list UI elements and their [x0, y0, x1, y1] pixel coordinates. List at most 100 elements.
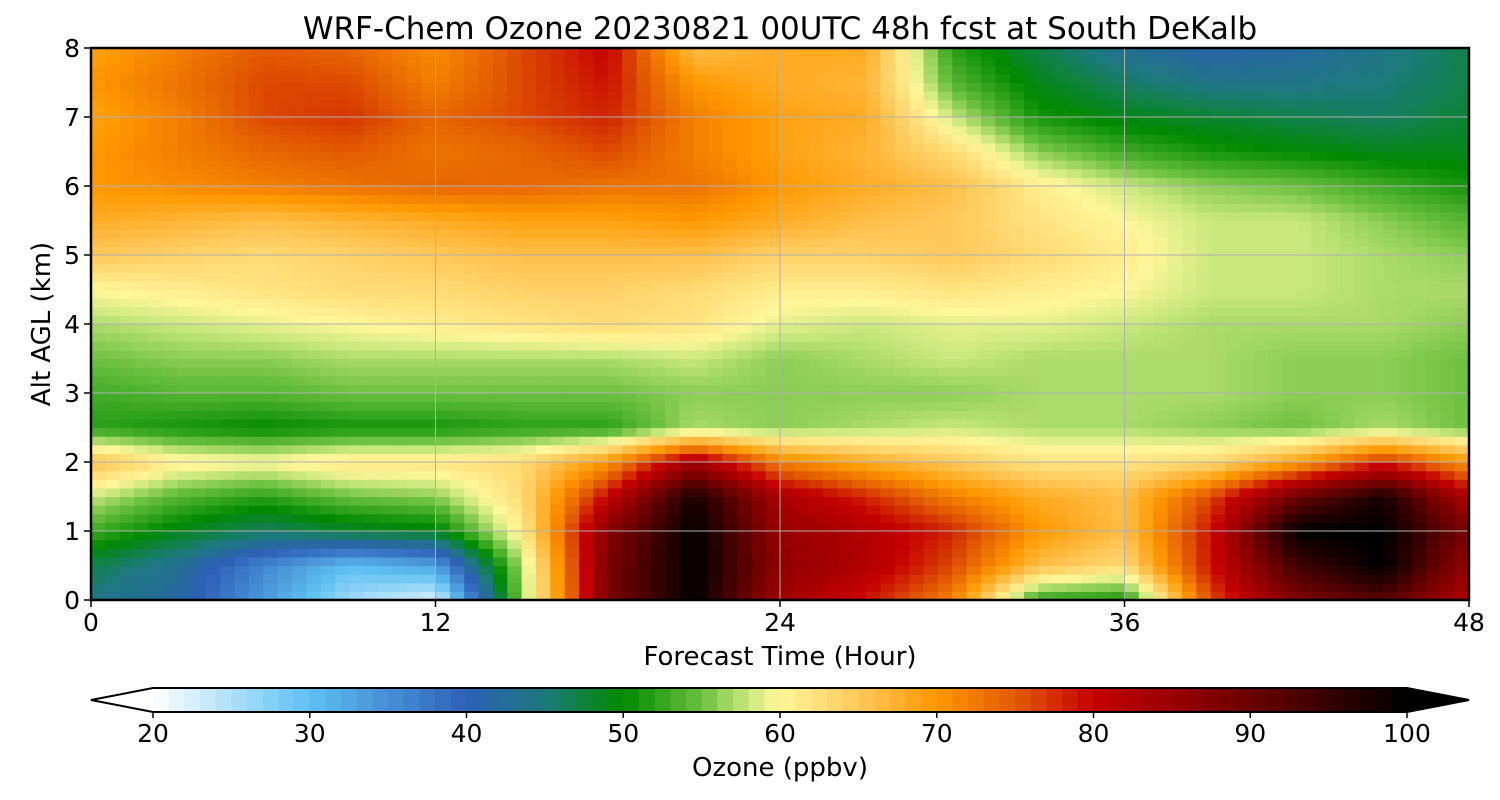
heat-cell — [535, 453, 551, 463]
heat-cell — [191, 367, 207, 377]
heat-cell — [1124, 574, 1140, 584]
heat-cell — [492, 160, 508, 170]
heat-cell — [1095, 220, 1111, 230]
heat-cell — [1253, 358, 1269, 368]
heat-cell — [1110, 513, 1126, 523]
heat-cell — [866, 194, 882, 204]
heat-cell — [1296, 349, 1312, 360]
heat-cell — [191, 280, 207, 291]
heat-cell — [335, 203, 350, 213]
heat-cell — [148, 453, 164, 463]
heat-cell — [421, 496, 437, 506]
heat-cell — [1052, 384, 1068, 394]
heat-cell — [894, 280, 910, 291]
heat-cell — [1167, 531, 1183, 541]
heat-cell — [1224, 255, 1240, 265]
heat-cell — [851, 565, 867, 575]
heat-cell — [837, 306, 853, 316]
heat-cell — [880, 531, 896, 541]
heat-cell — [823, 548, 839, 558]
heat-cell — [1196, 358, 1212, 368]
heat-cell — [966, 401, 982, 411]
heat-cell — [320, 436, 336, 446]
heat-cell — [535, 220, 551, 230]
heat-cell — [263, 324, 279, 334]
heat-cell — [1124, 168, 1140, 178]
heat-cell — [851, 280, 867, 291]
heat-cell — [449, 436, 465, 446]
heat-cell — [1124, 298, 1140, 308]
heat-cell — [1382, 522, 1398, 532]
heat-cell — [1024, 556, 1039, 567]
heat-cell — [1224, 393, 1240, 403]
heat-cell — [205, 505, 221, 515]
heat-cell — [335, 332, 350, 342]
heat-cell — [421, 246, 437, 256]
heat-cell — [679, 453, 695, 463]
heat-cell — [248, 393, 264, 403]
heat-cell — [952, 160, 968, 170]
heat-cell — [851, 168, 867, 178]
heat-cell — [1038, 393, 1054, 403]
heat-cell — [622, 565, 638, 575]
heat-cell — [421, 280, 437, 291]
heat-cell — [708, 591, 724, 601]
heat-cell — [1153, 487, 1169, 498]
heat-cell — [937, 349, 953, 360]
heat-cell — [492, 280, 508, 291]
heat-cell — [894, 496, 910, 506]
heat-cell — [521, 574, 537, 584]
heat-cell — [1138, 479, 1154, 489]
heat-cell — [205, 349, 221, 360]
heat-cell — [1282, 565, 1298, 575]
heat-cell — [105, 574, 121, 584]
heat-cell — [263, 186, 279, 196]
heat-cell — [751, 194, 767, 204]
heat-cell — [306, 384, 322, 394]
heat-cell — [263, 565, 279, 575]
heat-cell — [91, 470, 106, 480]
heat-cell — [1397, 565, 1413, 575]
heat-cell — [923, 531, 939, 541]
heat-cell — [378, 574, 394, 584]
heat-cell — [162, 582, 178, 592]
heat-cell — [966, 436, 982, 446]
heat-cell — [1397, 177, 1413, 187]
heat-cell — [1224, 177, 1240, 187]
heat-cell — [91, 220, 106, 230]
heat-cell — [1311, 522, 1327, 532]
heat-cell — [1038, 367, 1054, 377]
heat-cell — [1038, 401, 1054, 411]
heat-cell — [521, 513, 537, 523]
heat-cell — [564, 263, 580, 273]
heat-cell — [866, 436, 882, 446]
heat-cell — [736, 487, 752, 498]
heat-cell — [650, 565, 666, 575]
heat-cell — [1239, 410, 1255, 420]
heat-cell — [1268, 522, 1283, 532]
heat-cell — [1454, 531, 1470, 541]
heat-cell — [91, 574, 106, 584]
heat-cell — [1052, 556, 1068, 567]
heat-cell — [808, 556, 824, 567]
heat-cell — [306, 513, 322, 523]
heat-cell — [205, 384, 221, 394]
heat-cell — [1181, 177, 1197, 187]
heat-cell — [148, 203, 164, 213]
heat-cell — [1052, 349, 1068, 360]
heat-cell — [1440, 513, 1456, 523]
heat-cell — [535, 246, 551, 256]
heat-cell — [1411, 436, 1427, 446]
heat-cell — [550, 229, 566, 239]
heat-cell — [1210, 186, 1226, 196]
heat-cell — [205, 393, 221, 403]
heat-cell — [435, 505, 451, 515]
heat-cell — [263, 375, 279, 385]
heat-cell — [1024, 565, 1039, 575]
heat-cell — [1067, 367, 1083, 377]
heat-cell — [937, 479, 953, 489]
heat-cell — [1210, 479, 1226, 489]
heat-cell — [1067, 384, 1083, 394]
heat-cell — [1196, 418, 1212, 429]
heat-cell — [177, 548, 193, 558]
